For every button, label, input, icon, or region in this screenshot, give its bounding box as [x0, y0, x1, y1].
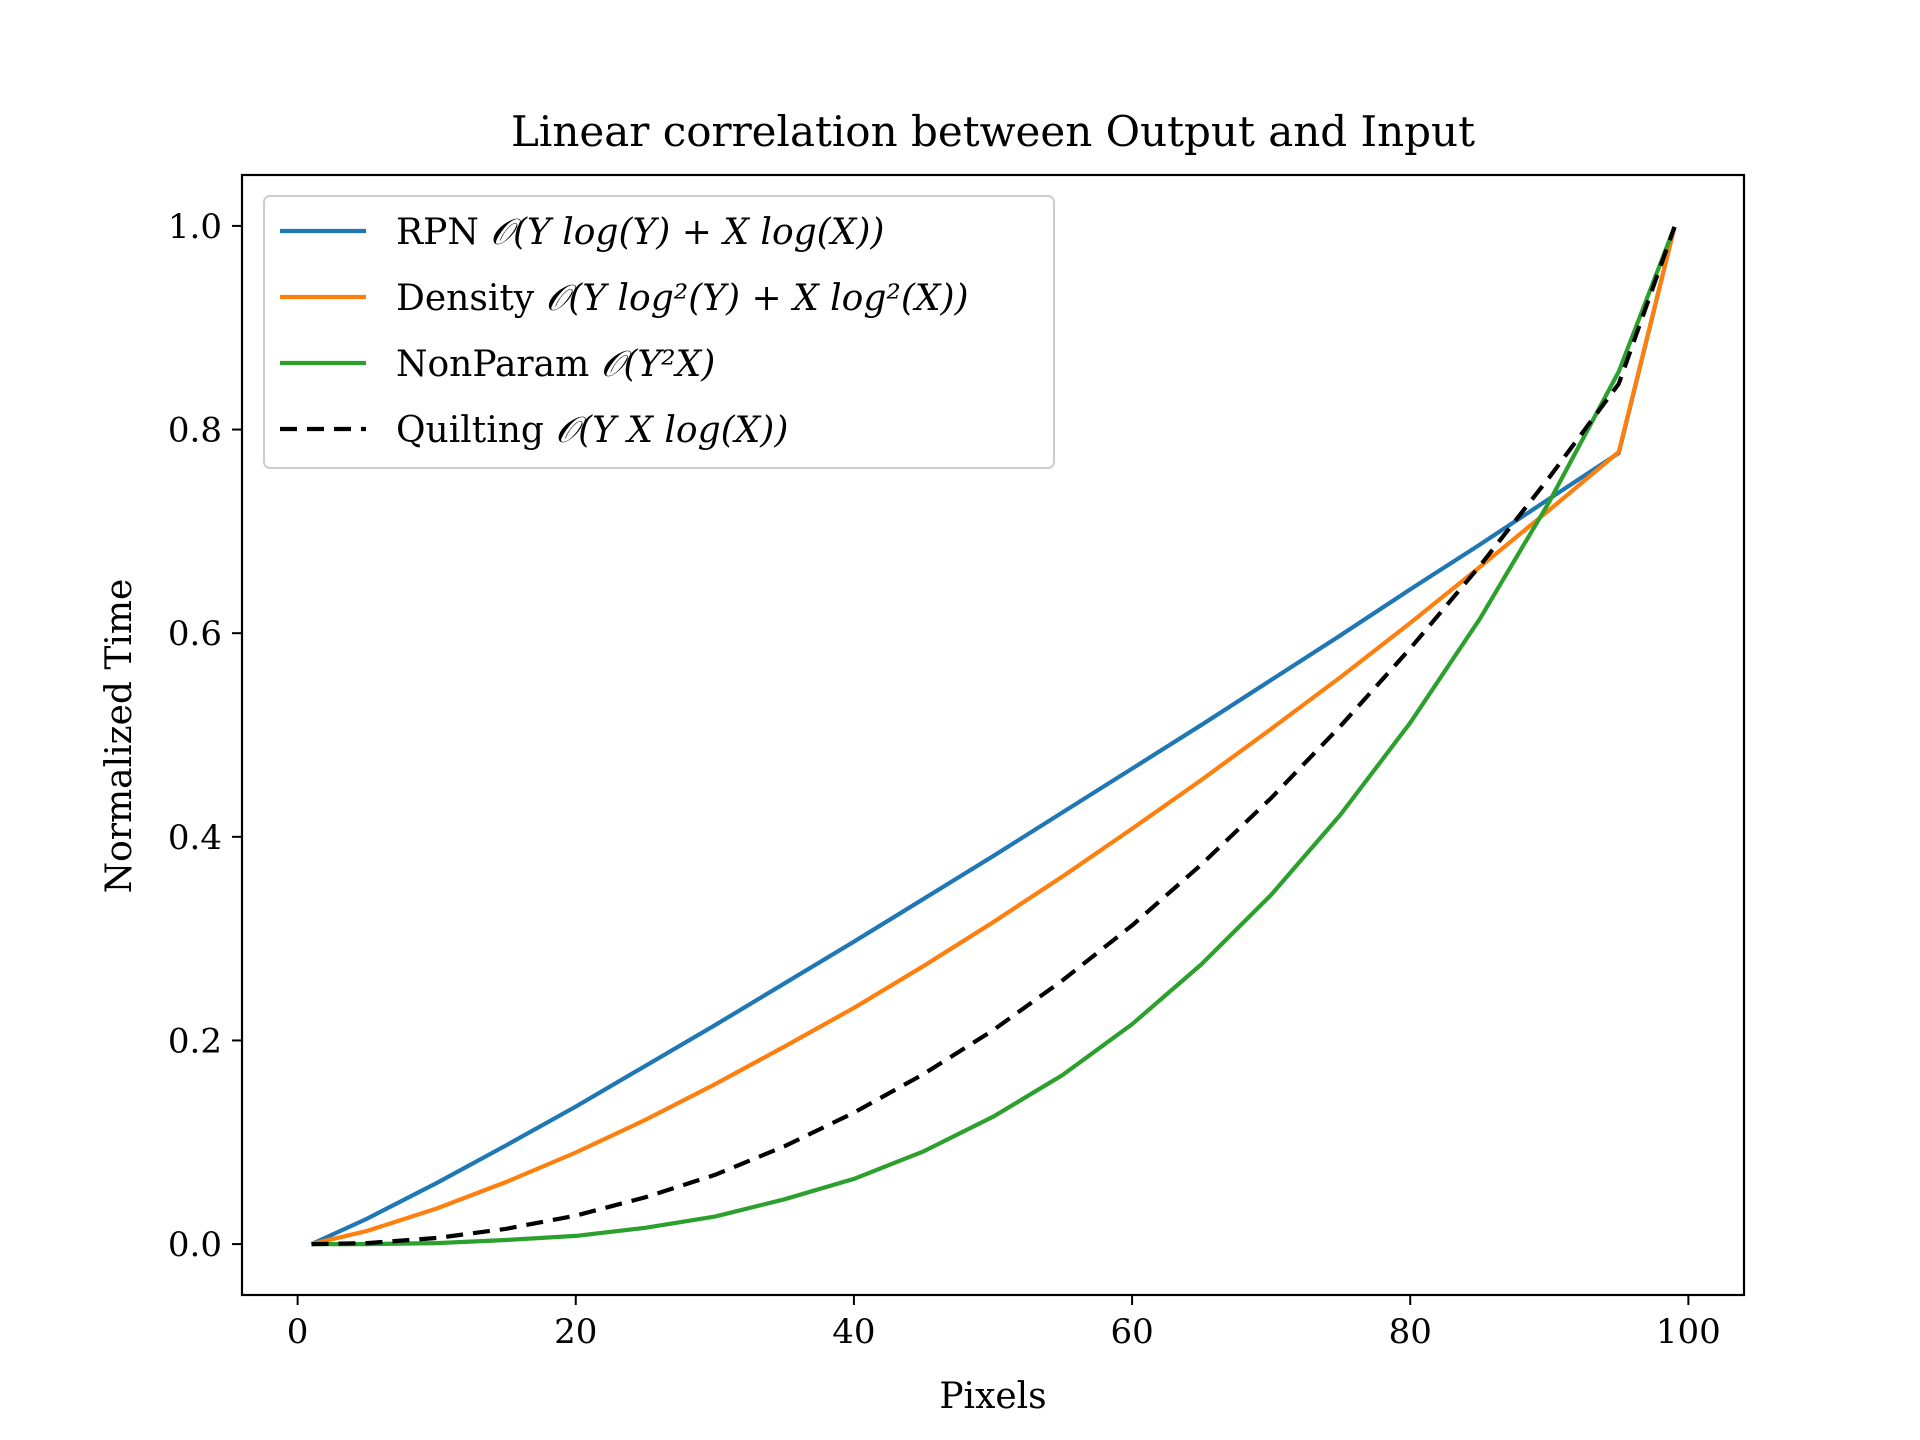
x-tick-label: 80 — [1389, 1312, 1432, 1352]
y-axis: 0.0 0.2 0.4 0.6 0.8 1.0 — [168, 207, 242, 1265]
legend-formula: 𝒪(Y X log(X)) — [555, 410, 788, 451]
legend-entry: RPN 𝒪(Y log(Y) + X log(X)) — [396, 212, 884, 253]
y-tick-label: 0.4 — [168, 818, 222, 858]
y-tick-label: 0.0 — [168, 1225, 222, 1265]
x-axis-title: Pixels — [939, 1376, 1046, 1417]
legend-entry: Quilting 𝒪(Y X log(X)) — [396, 410, 788, 451]
legend-label: RPN — [396, 212, 490, 253]
plot-frame — [240, 173, 1746, 1297]
x-axis: 0 20 40 60 80 100 — [287, 1295, 1721, 1352]
y-tick-label: 0.2 — [168, 1021, 222, 1061]
legend-label: Density — [396, 278, 546, 319]
y-tick-label: 1.0 — [168, 207, 222, 247]
series-line-2 — [311, 226, 1677, 1247]
legend-label: NonParam — [396, 344, 601, 385]
legend-entry: NonParam 𝒪(Y²X) — [396, 344, 715, 385]
series-layer — [310, 226, 1677, 1247]
legend-formula: 𝒪(Y log²(Y) + X log²(X)) — [546, 278, 969, 319]
legend-box — [263, 195, 1055, 469]
legend-entry: Density 𝒪(Y log²(Y) + X log²(X)) — [396, 278, 969, 319]
legend-formula: 𝒪(Y²X) — [601, 344, 716, 385]
legend: RPN 𝒪(Y log(Y) + X log(X)) Density 𝒪(Y lo… — [263, 195, 1055, 469]
x-tick-label: 40 — [832, 1312, 875, 1352]
x-tick-label: 0 — [287, 1312, 309, 1352]
legend-label: Quilting — [396, 410, 555, 451]
series-line-3 — [311, 226, 1677, 1247]
y-tick-label: 0.6 — [168, 614, 222, 654]
chart-title: Linear correlation between Output and In… — [511, 107, 1475, 156]
legend-formula: 𝒪(Y log(Y) + X log(X)) — [490, 212, 884, 253]
x-tick-label: 60 — [1110, 1312, 1153, 1352]
series-line-1 — [311, 226, 1677, 1247]
y-axis-title: Normalized Time — [99, 579, 140, 894]
x-tick-label: 100 — [1656, 1312, 1721, 1352]
series-line-0 — [310, 226, 1677, 1247]
x-tick-label: 20 — [554, 1312, 597, 1352]
y-tick-label: 0.8 — [168, 411, 222, 451]
